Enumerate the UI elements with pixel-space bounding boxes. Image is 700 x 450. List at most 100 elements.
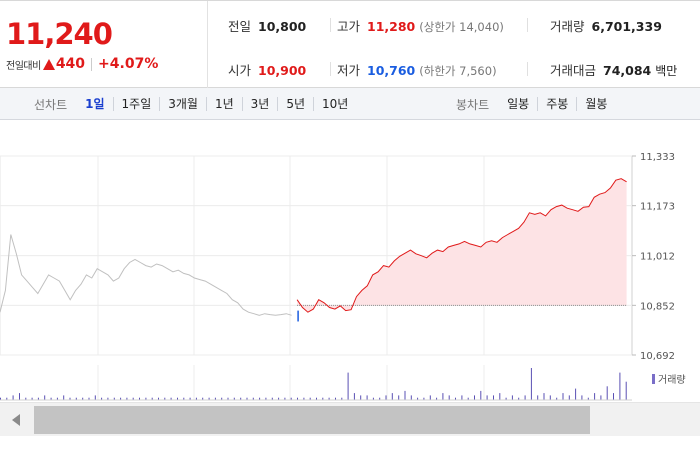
volume-bar [113,397,115,400]
stat-label: 전일 [228,19,252,34]
volume-bar [619,372,621,400]
volume-bar [139,397,140,400]
volume-bar [25,397,27,400]
volume-bar [202,397,204,400]
scroll-left-button[interactable] [0,403,32,437]
volume-bar [151,397,153,400]
tab-3m[interactable]: 3개월 [159,97,206,111]
volume-bar [474,395,475,400]
volume-bar [271,397,273,400]
y-tick-label: 11,173 [640,202,675,213]
volume-bar [259,397,261,400]
stat-value: 10,760 [367,63,416,78]
volume-bar [353,393,355,400]
price-block: 11,240 전일대비 440 +4.07% [0,1,208,89]
change-amount: 440 [55,56,86,72]
volume-bar [499,393,501,400]
volume-bar [391,393,393,400]
volume-bar [177,397,178,400]
up-triangle-icon [42,58,55,70]
volume-bar [132,397,134,400]
stat-value: 10,800 [258,19,307,34]
volume-bar [75,397,77,400]
volume-bar [6,397,8,400]
tab-5y[interactable]: 5년 [277,97,313,111]
volume-bar [436,397,438,400]
volume-bar [549,395,551,400]
divider [330,18,331,32]
tab-1d[interactable]: 1일 [85,97,105,111]
volume-bar [12,395,14,400]
tab-10y[interactable]: 10년 [313,97,356,111]
tab-1w[interactable]: 1주일 [112,97,160,111]
stat-prev-close: 전일 10,800 [228,16,306,35]
stat-volume: 거래량 6,701,339 [550,16,662,35]
y-tick-label: 10,692 [640,351,675,362]
volume-bar [240,397,242,400]
volume-bar [19,393,20,400]
volume-bar [284,397,286,400]
chart-period-tabbar: 선차트 1일 1주일 3개월 1년 3년 5년 10년 봉차트 일봉 주봉 월봉 [0,88,700,120]
volume-bar [82,397,84,400]
stat-trade-value: 거래대금 74,084 백만 [550,60,677,79]
volume-bar [208,397,210,400]
stat-open: 시가 10,900 [228,60,306,79]
change-row: 전일대비 440 +4.07% [6,55,158,73]
volume-bar [164,397,166,400]
price-chart: 11,333 11,173 11,012 10,852 10,692 거래량 [0,120,700,401]
volume-bar [543,393,545,400]
volume-bar [455,397,456,400]
tab-weekly-candle[interactable]: 주봉 [537,97,576,111]
quote-header: 11,240 전일대비 440 +4.07% 전일 10,800 고가 11,2… [0,0,700,89]
volume-bar [524,395,526,400]
volume-bar [44,395,46,400]
volume-bar [145,397,147,400]
volume-bar [568,395,570,400]
tab-1y[interactable]: 1년 [205,97,242,111]
volume-bar [94,395,96,400]
volume-bar [556,397,558,400]
stat-value: 74,084 [603,63,652,78]
volume-bar [429,395,431,400]
tab-daily-candle[interactable]: 일봉 [507,97,530,111]
volume-bar [233,397,235,400]
y-tick-label: 11,333 [640,152,675,163]
volume-bar [581,395,583,400]
volume-bar [183,397,185,400]
volume-bar [360,395,362,400]
change-label: 전일대비 [6,60,41,72]
volume-bar [158,397,159,400]
volume-bar [587,397,589,400]
volume-bar [56,397,58,400]
tab-monthly-candle[interactable]: 월봉 [576,97,615,111]
stat-value: 6,701,339 [591,19,662,34]
volume-bar [120,397,122,400]
volume-bar [322,397,324,400]
volume-bar [221,397,223,400]
stat-label: 시가 [228,63,252,78]
volume-bar [316,397,317,400]
volume-bar [562,393,564,400]
volume-bar [278,397,280,400]
stat-low: 저가 10,760 (하한가 7,560) [337,60,497,79]
scroll-thumb[interactable] [34,406,590,434]
divider [91,57,93,71]
tab-3y[interactable]: 3년 [241,97,278,111]
volume-bar [366,395,368,400]
stat-high: 고가 11,280 (상한가 14,040) [337,16,504,35]
line-chart-title: 선차트 [34,97,68,112]
change-percent: +4.07% [98,56,159,72]
stat-label: 거래대금 [550,63,597,78]
volume-bar [511,395,513,400]
stat-note: (상한가 14,040) [419,20,504,34]
volume-bar [600,395,602,400]
volume-bar [170,397,172,400]
volume-bar [297,397,298,400]
price-chart-svg: 11,333 11,173 11,012 10,852 10,692 거래량 [0,152,686,401]
volume-bar [461,395,463,400]
chart-scrollbar[interactable] [0,402,700,436]
volume-bar [0,397,1,400]
volume-bar [594,393,596,400]
volume-bar [537,395,539,400]
volume-bar [398,395,400,400]
